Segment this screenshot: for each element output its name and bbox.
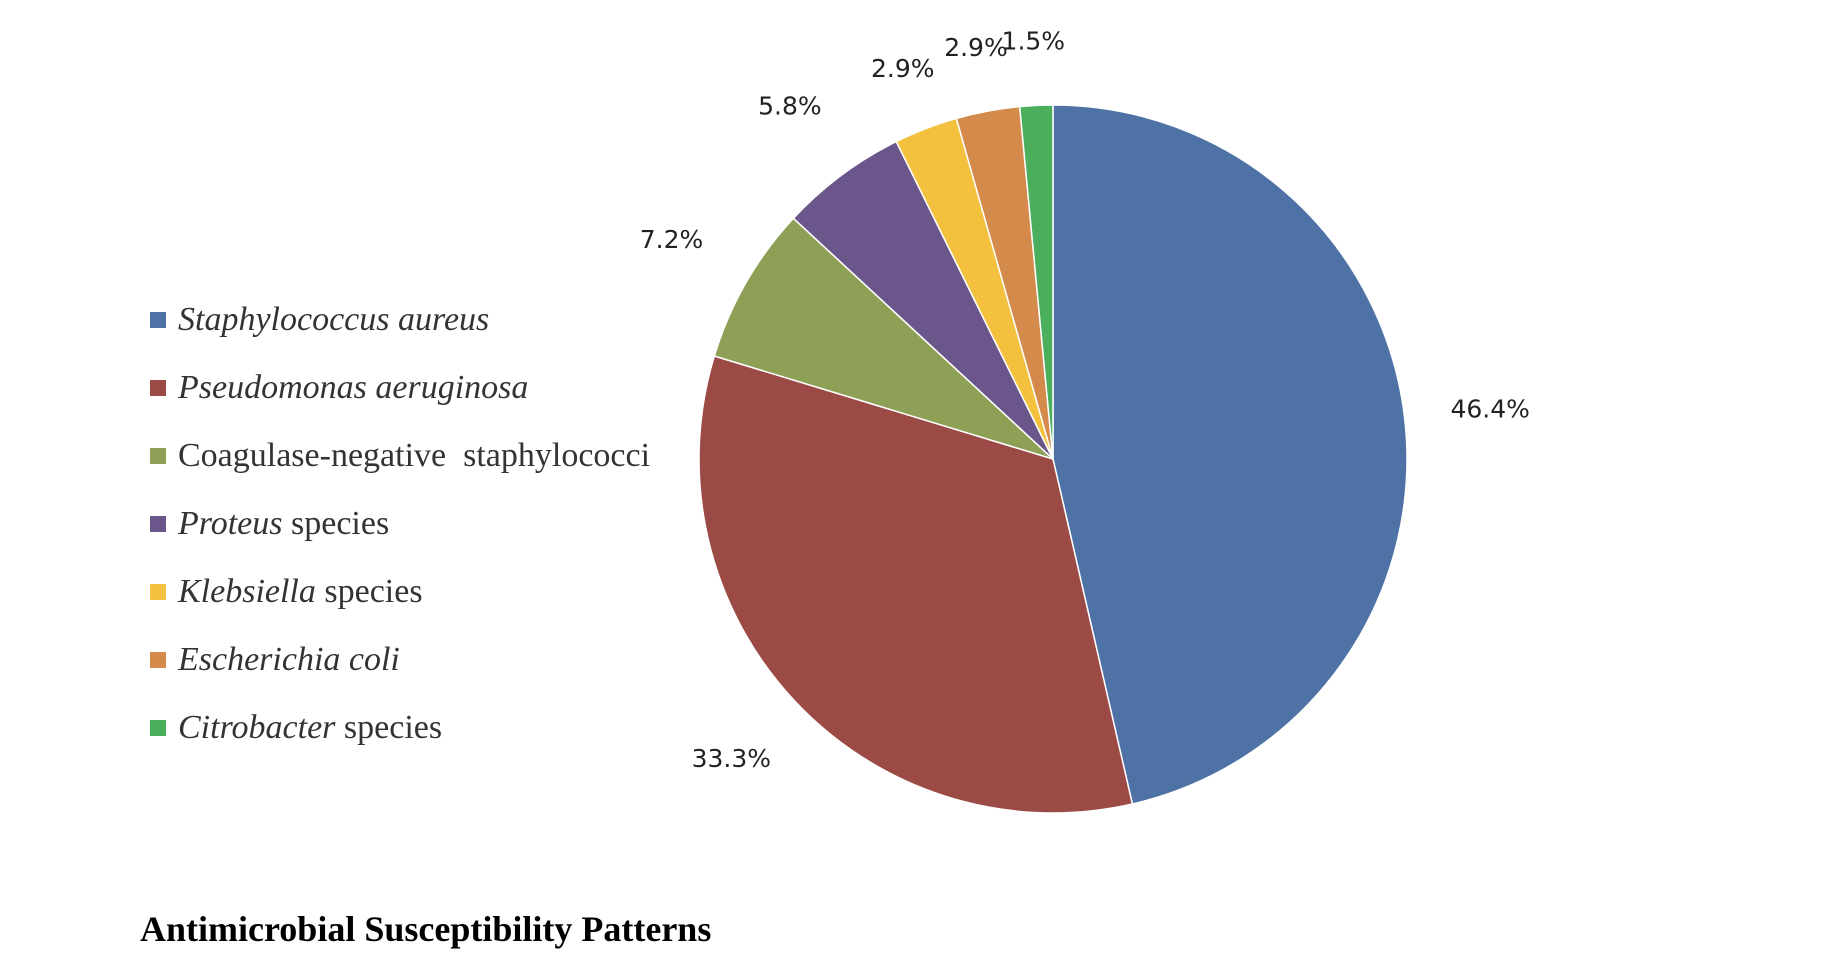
legend-label-plain: species	[282, 505, 390, 542]
legend-swatch	[150, 584, 166, 600]
legend-label: Pseudomonas aeruginosa	[178, 369, 528, 407]
slice-data-label-3: 5.8%	[758, 91, 822, 120]
legend-label: Escherichia coli	[178, 641, 400, 679]
legend-label: Proteus species	[178, 505, 389, 543]
pie-slice-1	[698, 355, 1134, 814]
legend-item-0: Staphylococcus aureus	[150, 286, 650, 354]
legend-label-plain: Coagulase-negative staphylococci	[178, 437, 651, 474]
legend-swatch	[150, 380, 166, 396]
legend-label-italic: Proteus	[178, 505, 283, 542]
pie-slice-0	[1052, 104, 1408, 805]
pie-slice-3	[792, 140, 1054, 460]
legend-label-italic: Klebsiella	[178, 573, 316, 610]
legend-item-5: Escherichia coli	[150, 626, 650, 694]
chart-legend: Staphylococcus aureus Pseudomonas aerugin…	[150, 286, 650, 762]
pie-slice-6	[1018, 104, 1054, 460]
legend-swatch	[150, 720, 166, 736]
legend-label: Coagulase-negative staphylococci	[178, 437, 650, 475]
legend-item-3: Proteus species	[150, 490, 650, 558]
legend-label-italic: Escherichia coli	[178, 641, 400, 678]
legend-swatch	[150, 516, 166, 532]
slice-data-label-2: 7.2%	[640, 225, 704, 254]
legend-swatch	[150, 652, 166, 668]
legend-item-2: Coagulase-negative staphylococci	[150, 422, 650, 490]
slice-data-label-6: 1.5%	[1002, 26, 1066, 55]
pie-slice-2	[713, 217, 1054, 460]
legend-label: Klebsiella species	[178, 573, 423, 611]
section-heading: Antimicrobial Susceptibility Patterns	[140, 909, 712, 949]
legend-label-italic: Pseudomonas aeruginosa	[178, 369, 529, 406]
legend-item-1: Pseudomonas aeruginosa	[150, 354, 650, 422]
slice-data-label-5: 2.9%	[944, 33, 1008, 62]
legend-swatch	[150, 448, 166, 464]
slice-data-label-0: 46.4%	[1450, 394, 1529, 423]
slice-data-label-4: 2.9%	[871, 54, 935, 83]
legend-label-plain: species	[335, 709, 443, 746]
legend-label-italic: Staphylococcus aureus	[178, 301, 490, 338]
legend-label: Staphylococcus aureus	[178, 301, 489, 339]
legend-label-plain: species	[315, 573, 423, 610]
legend-label: Citrobacter species	[178, 709, 442, 747]
legend-item-6: Citrobacter species	[150, 694, 650, 762]
legend-item-4: Klebsiella species	[150, 558, 650, 626]
legend-label-italic: Citrobacter	[178, 709, 336, 746]
legend-swatch	[150, 312, 166, 328]
slice-data-label-1: 33.3%	[692, 744, 771, 773]
